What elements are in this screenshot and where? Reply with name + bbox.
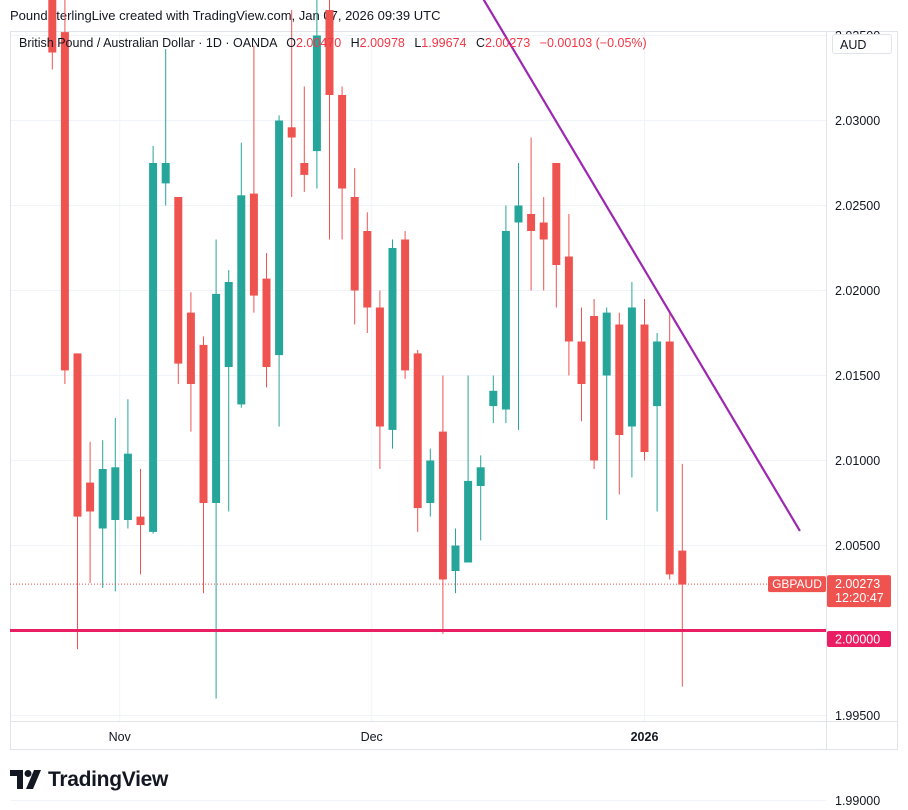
bullish-candle[interactable] (388, 248, 397, 430)
bearish-candle[interactable] (86, 482, 95, 512)
bullish-candle[interactable] (426, 460, 435, 504)
bearish-candle[interactable] (73, 353, 82, 517)
price-tick-label: 1.99000 (835, 794, 880, 808)
bearish-candle[interactable] (249, 193, 258, 296)
bearish-candle[interactable] (577, 341, 586, 385)
axis-labels: 2.065002.060002.055002.050002.045002.040… (109, 29, 891, 808)
bearish-candle[interactable] (325, 10, 334, 95)
bearish-candle[interactable] (413, 353, 422, 509)
bearish-candle[interactable] (363, 231, 372, 308)
bearish-candle[interactable] (174, 197, 183, 364)
tradingview-logo-icon (10, 770, 41, 789)
bearish-candle[interactable] (136, 516, 145, 526)
candles (48, 0, 687, 699)
bearish-candle[interactable] (300, 163, 309, 175)
low-label: L (414, 36, 422, 50)
bearish-candle[interactable] (665, 341, 674, 575)
open-label: O (286, 36, 296, 50)
bearish-candle[interactable] (438, 431, 447, 580)
time-tick-label: 2026 (631, 730, 659, 744)
bullish-candle[interactable] (275, 120, 284, 356)
price-tick-label: 2.03000 (835, 114, 880, 128)
bullish-candle[interactable] (476, 467, 485, 486)
change-value: −0.00103 (−0.05%) (539, 36, 647, 50)
bearish-candle[interactable] (552, 163, 561, 265)
currency-selector[interactable]: AUD (832, 34, 892, 54)
symbol-label: GBPAUD (772, 577, 822, 591)
bearish-candle[interactable] (375, 307, 384, 427)
support-level-value: 2.00000 (835, 633, 880, 647)
bullish-candle[interactable] (312, 35, 321, 152)
price-tick-label: 2.00500 (835, 539, 880, 553)
trendline[interactable] (152, 0, 801, 532)
chart-frame (10, 31, 898, 750)
bearish-candle[interactable] (350, 197, 359, 291)
bullish-candle[interactable] (111, 467, 120, 520)
bullish-candle[interactable] (627, 307, 636, 427)
high-value: 2.00978 (359, 36, 405, 50)
bearish-candle[interactable] (527, 214, 536, 231)
instrument-name: British Pound / Australian Dollar · 1D ·… (19, 36, 277, 50)
price-tick-label: 1.99500 (835, 709, 880, 723)
low-value: 1.99674 (421, 36, 467, 50)
symbol-label-bg (768, 576, 826, 593)
bullish-candle[interactable] (161, 163, 170, 184)
bullish-candle[interactable] (237, 195, 246, 405)
bullish-candle[interactable] (224, 282, 233, 367)
tradingview-logo-text: TradingView (48, 768, 169, 791)
bullish-candle[interactable] (451, 545, 460, 572)
last-price-value: 2.00273 (835, 577, 880, 591)
bullish-candle[interactable] (464, 480, 473, 563)
price-tick-label: 2.01500 (835, 369, 880, 383)
bullish-candle[interactable] (123, 453, 132, 520)
price-tick-label: 2.02000 (835, 284, 880, 298)
support-tag-bg (827, 631, 891, 647)
bullish-candle[interactable] (653, 341, 662, 407)
bearish-candle[interactable] (640, 324, 649, 453)
bearish-candle[interactable] (48, 0, 57, 53)
bearish-candle[interactable] (615, 324, 624, 436)
bullish-candle[interactable] (602, 312, 611, 376)
bullish-candle[interactable] (212, 293, 221, 503)
bullish-candle[interactable] (514, 205, 523, 223)
bearish-candle[interactable] (186, 312, 195, 384)
bearish-candle[interactable] (262, 278, 271, 367)
bullish-candle[interactable] (149, 163, 158, 532)
bearish-candle[interactable] (60, 32, 69, 371)
bearish-candle[interactable] (564, 256, 573, 342)
ohlc-legend: British Pound / Australian Dollar · 1D ·… (19, 36, 653, 50)
bearish-candle[interactable] (287, 127, 296, 138)
bullish-candle[interactable] (489, 390, 498, 407)
drawings (10, 0, 826, 632)
bearish-candle[interactable] (401, 239, 410, 371)
bearish-candle[interactable] (590, 316, 599, 461)
bearish-candle[interactable] (539, 222, 548, 240)
time-tick-label: Dec (361, 730, 383, 744)
bullish-candle[interactable] (501, 231, 510, 410)
tradingview-logo[interactable]: TradingView (10, 768, 168, 792)
bullish-candle[interactable] (98, 469, 107, 529)
bearish-candle[interactable] (338, 95, 347, 189)
price-tick-label: 2.01000 (835, 454, 880, 468)
grid-lines (11, 32, 826, 801)
bearish-candle[interactable] (199, 344, 208, 503)
high-label: H (350, 36, 360, 50)
close-value: 2.00273 (485, 36, 531, 50)
last-price-tag-bg (827, 575, 891, 608)
time-tick-label: Nov (109, 730, 132, 744)
bearish-candle[interactable] (678, 550, 687, 585)
bar-countdown: 12:20:47 (835, 591, 884, 605)
open-value: 2.00470 (295, 36, 342, 50)
close-label: C (475, 36, 485, 50)
price-tick-label: 2.02500 (835, 199, 880, 213)
